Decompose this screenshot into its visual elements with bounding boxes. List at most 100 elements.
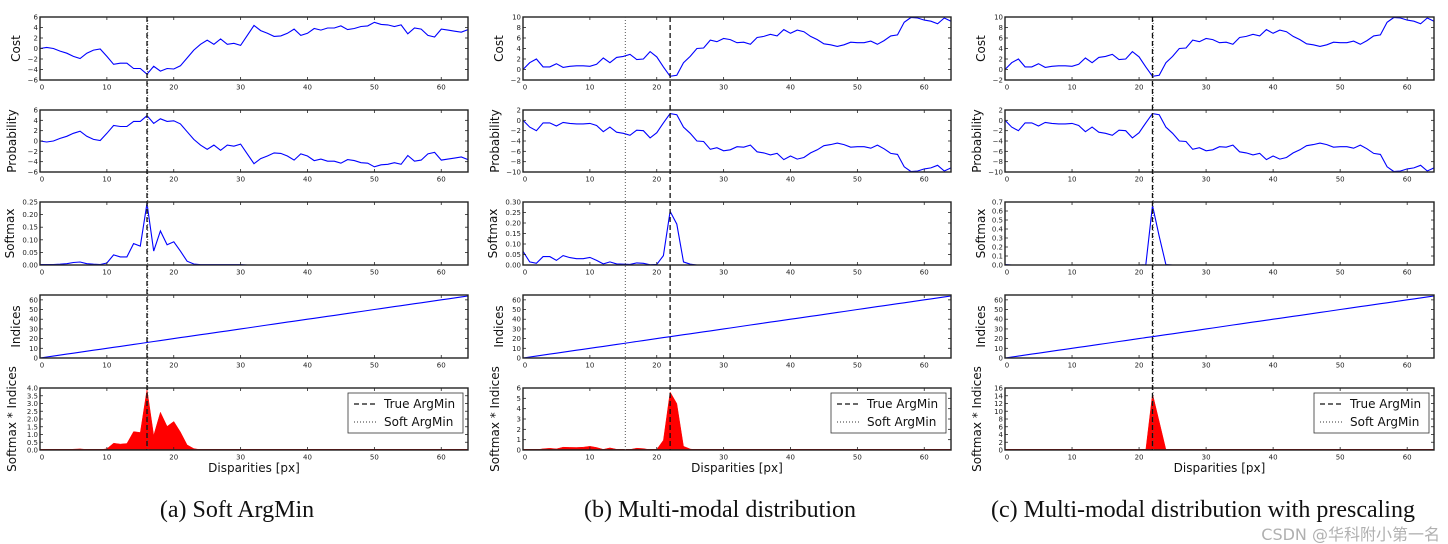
y-axis-label: Cost	[974, 35, 988, 62]
x-tick-label: 20	[1135, 454, 1144, 462]
y-tick-label: 0	[517, 355, 521, 363]
y-tick-label: 20	[29, 335, 38, 343]
x-tick-label: 0	[40, 84, 44, 92]
x-tick-label: 40	[1269, 454, 1278, 462]
legend-box	[347, 392, 464, 434]
y-tick-label: 0.25	[505, 209, 521, 217]
y-tick-label: 2	[34, 127, 38, 135]
y-tick-label: 6	[34, 107, 39, 115]
subplot-probability: 0 10 20 30 40 50 60 −10 −8 −6 −4 −2 0 2 Probability	[970, 107, 1435, 184]
x-tick-label: 50	[1336, 269, 1345, 277]
y-tick-label: 10	[994, 345, 1003, 353]
y-tick-label: 0	[999, 117, 1003, 125]
series-line	[39, 295, 469, 359]
series-line	[40, 203, 468, 266]
x-tick-label: 20	[1135, 362, 1144, 370]
x-tick-label: 30	[719, 362, 728, 370]
x-tick-label: 0	[1005, 362, 1009, 370]
y-tick-label: 60	[512, 296, 521, 304]
x-tick-label: 40	[303, 176, 312, 184]
y-tick-label: 10	[512, 14, 521, 22]
x-tick-label: 30	[719, 269, 728, 277]
x-tick-label: 40	[303, 269, 312, 277]
x-tick-label: 10	[585, 84, 594, 92]
legend: True ArgMin Soft ArgMin	[347, 392, 464, 434]
y-tick-label: 60	[994, 296, 1003, 304]
x-tick-label: 60	[920, 269, 929, 277]
axes-frame	[39, 201, 469, 266]
y-tick-label: −8	[511, 158, 521, 166]
x-tick-label: 20	[169, 269, 178, 277]
x-tick-label: 30	[236, 269, 245, 277]
x-tick-label: 0	[523, 269, 527, 277]
x-tick-label: 20	[169, 454, 178, 462]
x-tick-label: 0	[523, 84, 527, 92]
axes-frame	[522, 201, 952, 266]
x-tick-label: 40	[786, 454, 795, 462]
y-tick-label: 10	[512, 345, 521, 353]
axes-frame	[522, 16, 952, 81]
x-tick-label: 40	[786, 269, 795, 277]
y-tick-label: 0.7	[992, 199, 1003, 207]
y-tick-label: 20	[994, 335, 1003, 343]
x-tick-label: 60	[437, 454, 446, 462]
y-tick-label: 2	[34, 35, 38, 43]
y-tick-label: 0	[34, 138, 38, 146]
y-tick-label: −2	[28, 56, 38, 64]
x-tick-label: 10	[102, 454, 111, 462]
series-line	[522, 113, 952, 173]
y-tick-label: −4	[28, 158, 39, 166]
y-tick-label: 40	[994, 316, 1003, 324]
x-tick-label: 10	[1068, 269, 1077, 277]
legend-label: Soft ArgMin	[1350, 415, 1419, 429]
y-tick-label: −2	[993, 127, 1003, 135]
y-tick-label: 0.30	[505, 199, 521, 207]
y-tick-label: −6	[993, 148, 1004, 156]
y-tick-label: −10	[506, 169, 521, 177]
x-tick-label: 20	[652, 176, 661, 184]
y-tick-label: 4	[517, 405, 522, 413]
y-axis-label: Indices	[9, 305, 23, 347]
x-tick-label: 40	[1269, 176, 1278, 184]
x-tick-label: 10	[585, 362, 594, 370]
y-tick-label: 0.2	[992, 244, 1003, 252]
series-line	[1004, 205, 1434, 266]
x-tick-label: 30	[236, 454, 245, 462]
x-tick-label: 30	[236, 176, 245, 184]
y-tick-label: 6	[34, 14, 39, 22]
x-tick-label: 0	[1005, 176, 1009, 184]
y-tick-label: 5	[517, 395, 521, 403]
y-axis-label: Indices	[974, 305, 988, 347]
x-tick-label: 60	[1403, 176, 1412, 184]
x-tick-label: 10	[585, 176, 594, 184]
caption-c: (c) Multi-modal distribution with presca…	[991, 497, 1415, 523]
x-tick-label: 60	[437, 176, 446, 184]
x-tick-label: 30	[1202, 84, 1211, 92]
y-tick-label: 4	[34, 117, 39, 125]
x-tick-label: 50	[370, 84, 379, 92]
x-tick-label: 10	[585, 454, 594, 462]
x-tick-label: 50	[1336, 362, 1345, 370]
x-tick-label: 0	[1005, 454, 1009, 462]
x-tick-label: 60	[920, 454, 929, 462]
axes-frame	[1004, 294, 1435, 359]
x-tick-label: 50	[370, 362, 379, 370]
series-line	[522, 295, 952, 359]
x-tick-label: 0	[40, 362, 44, 370]
y-tick-label: 60	[29, 296, 38, 304]
axes-frame	[522, 109, 952, 173]
subplot-cost: 0 10 20 30 40 50 60 −6 −4 −2 0 2 4 6 Cost	[9, 14, 469, 92]
y-tick-label: 16	[994, 385, 1003, 393]
x-tick-label: 0	[1005, 84, 1009, 92]
y-tick-label: −4	[993, 138, 1004, 146]
y-tick-label: 30	[994, 325, 1003, 333]
axes-frame	[1004, 201, 1435, 266]
x-tick-label: 60	[1403, 269, 1412, 277]
y-axis-label: Probability	[970, 109, 984, 172]
axes-frame	[39, 294, 469, 359]
y-tick-label: 0.00	[22, 262, 38, 270]
x-tick-label: 50	[853, 454, 862, 462]
